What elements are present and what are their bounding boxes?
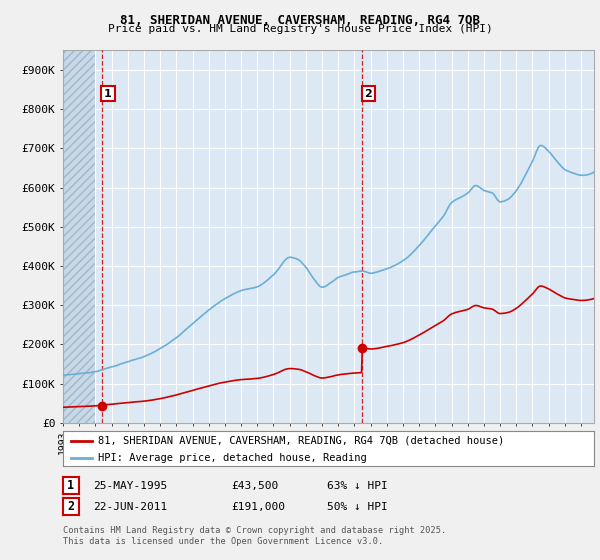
Text: 25-MAY-1995: 25-MAY-1995 — [93, 480, 167, 491]
Text: 22-JUN-2011: 22-JUN-2011 — [93, 502, 167, 512]
Text: 2: 2 — [365, 88, 373, 99]
Text: HPI: Average price, detached house, Reading: HPI: Average price, detached house, Read… — [98, 453, 366, 463]
Text: 1: 1 — [67, 479, 74, 492]
Text: 81, SHERIDAN AVENUE, CAVERSHAM, READING, RG4 7QB: 81, SHERIDAN AVENUE, CAVERSHAM, READING,… — [120, 14, 480, 27]
Bar — [63, 50, 95, 423]
Text: Contains HM Land Registry data © Crown copyright and database right 2025.
This d: Contains HM Land Registry data © Crown c… — [63, 526, 446, 546]
Text: 50% ↓ HPI: 50% ↓ HPI — [327, 502, 388, 512]
Text: 63% ↓ HPI: 63% ↓ HPI — [327, 480, 388, 491]
Text: 81, SHERIDAN AVENUE, CAVERSHAM, READING, RG4 7QB (detached house): 81, SHERIDAN AVENUE, CAVERSHAM, READING,… — [98, 436, 504, 446]
Text: 2: 2 — [67, 500, 74, 514]
Text: £191,000: £191,000 — [231, 502, 285, 512]
Text: Price paid vs. HM Land Registry's House Price Index (HPI): Price paid vs. HM Land Registry's House … — [107, 24, 493, 34]
Text: £43,500: £43,500 — [231, 480, 278, 491]
Text: 1: 1 — [104, 88, 112, 99]
